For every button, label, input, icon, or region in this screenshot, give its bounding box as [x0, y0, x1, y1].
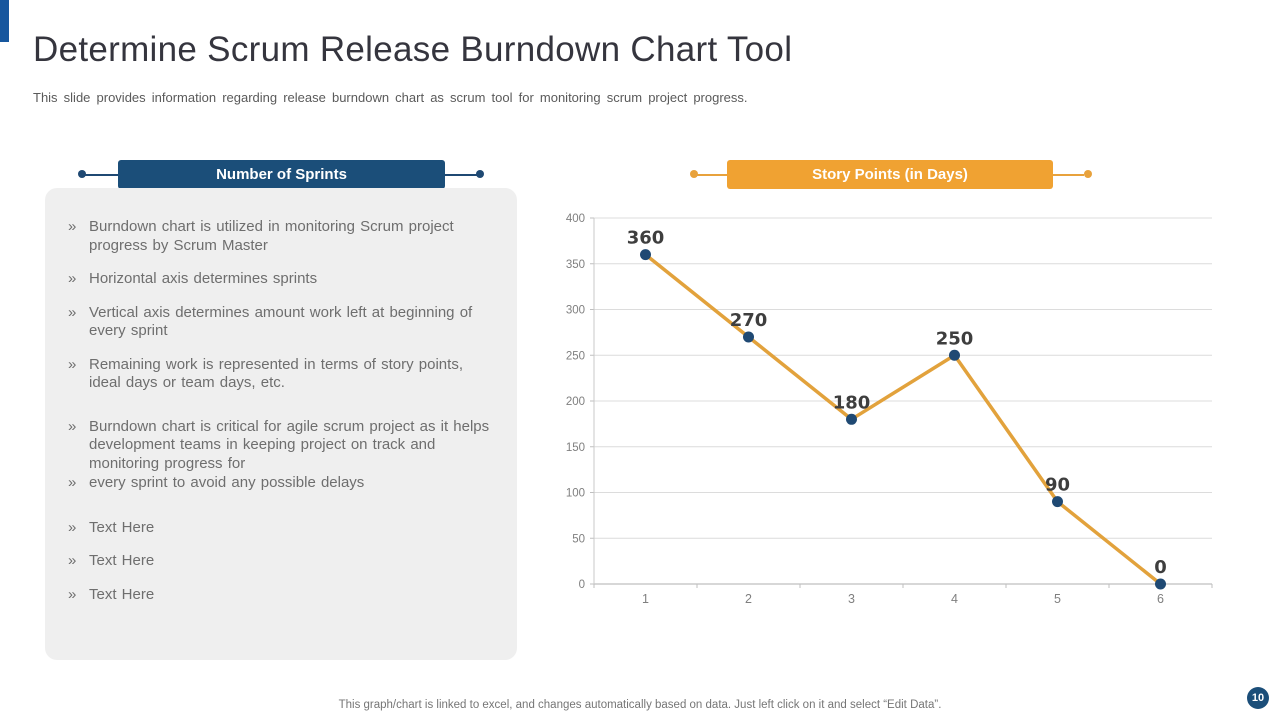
data-point-label: 90	[1045, 475, 1070, 496]
bullet-marker: »	[68, 518, 77, 536]
bullet-text: Remaining work is represented in terms o…	[89, 355, 463, 392]
y-tick-label: 150	[566, 442, 585, 454]
connector-line	[85, 174, 118, 176]
chart-area: 0 50 100 150 200 250 300 350 400 1 2 3 4 5 6 360 270 180 2…	[540, 195, 1230, 625]
bullet-marker: »	[68, 474, 77, 491]
list-item: » Vertical axis determines amount work l…	[68, 304, 508, 341]
connector-dot	[690, 170, 698, 178]
page-number-badge: 10	[1247, 687, 1269, 709]
x-tick-label: 1	[642, 592, 649, 606]
accent-bar	[0, 0, 9, 42]
bullet-text: Burndown chart is critical for agile scr…	[89, 417, 490, 472]
bullet-text: Text Here	[89, 585, 155, 603]
burndown-line-chart: 0 50 100 150 200 250 300 350 400 1 2 3 4 5 6 360 270 180 2…	[566, 213, 1213, 606]
y-tick-label: 50	[572, 533, 585, 545]
list-item: » Text Here	[68, 586, 508, 605]
connector-line	[697, 174, 727, 176]
data-point-label: 180	[833, 392, 871, 413]
bullet-text: Text Here	[89, 552, 155, 569]
bullet-panel	[45, 188, 517, 660]
bullet-marker: »	[68, 417, 77, 435]
bullet-text: Burndown chart is utilized in monitoring…	[89, 218, 454, 254]
data-point	[846, 413, 857, 425]
list-item: » Burndown chart is critical for agile s…	[68, 418, 508, 474]
bullet-marker: »	[68, 303, 77, 321]
list-item: » Burndown chart is utilized in monitori…	[68, 218, 508, 255]
y-tick-label: 100	[566, 488, 585, 500]
y-tick-label: 400	[566, 213, 585, 225]
bullet-text: every sprint to avoid any possible delay…	[89, 474, 365, 491]
data-point-label: 270	[730, 310, 768, 331]
data-point-label: 360	[627, 228, 665, 249]
bullet-marker: »	[68, 585, 77, 603]
data-point	[1052, 496, 1063, 508]
list-item: » Remaining work is represented in terms…	[68, 356, 508, 393]
data-point	[743, 331, 754, 343]
list-item: » Horizontal axis determines sprints	[68, 270, 508, 289]
connector-line	[1053, 174, 1084, 176]
bullet-marker: »	[68, 355, 77, 373]
data-point	[640, 249, 651, 261]
bullet-marker: »	[68, 218, 77, 235]
y-tick-label: 300	[566, 305, 585, 317]
x-tick-label: 4	[951, 592, 958, 606]
page-title: Determine Scrum Release Burndown Chart T…	[33, 30, 793, 69]
connector-line	[445, 174, 477, 176]
y-tick-label: 200	[566, 396, 585, 408]
data-point-label: 0	[1154, 557, 1167, 578]
bullet-text: Horizontal axis determines sprints	[89, 270, 318, 287]
bullet-list: » Burndown chart is utilized in monitori…	[68, 218, 508, 619]
x-tick-label: 6	[1157, 592, 1164, 606]
y-tick-label: 0	[579, 579, 585, 591]
x-tick-label: 2	[745, 592, 752, 606]
connector-dot	[1084, 170, 1092, 178]
x-tick-label: 3	[848, 592, 855, 606]
data-point-label: 250	[936, 328, 974, 349]
bullet-marker: »	[68, 552, 77, 569]
footer-note: This graph/chart is linked to excel, and…	[338, 699, 942, 711]
connector-dot	[476, 170, 484, 178]
list-item: » Text Here	[68, 519, 508, 538]
left-section-header: Number of Sprints	[118, 160, 445, 189]
data-point	[949, 349, 960, 361]
bullet-marker: »	[68, 270, 77, 287]
y-tick-label: 250	[566, 350, 585, 362]
data-point	[1155, 578, 1166, 590]
right-section-header: Story Points (in Days)	[727, 160, 1053, 189]
bullet-text: Text Here	[89, 518, 155, 536]
y-tick-label: 350	[566, 259, 585, 271]
list-item: » Text Here	[68, 552, 508, 571]
connector-dot	[78, 170, 86, 178]
bullet-text: Vertical axis determines amount work lef…	[89, 303, 473, 340]
x-tick-label: 5	[1054, 592, 1061, 606]
list-item: » every sprint to avoid any possible del…	[68, 474, 508, 493]
series-line	[643, 252, 1163, 586]
slide-subtitle: This slide provides information regardin…	[33, 90, 748, 105]
